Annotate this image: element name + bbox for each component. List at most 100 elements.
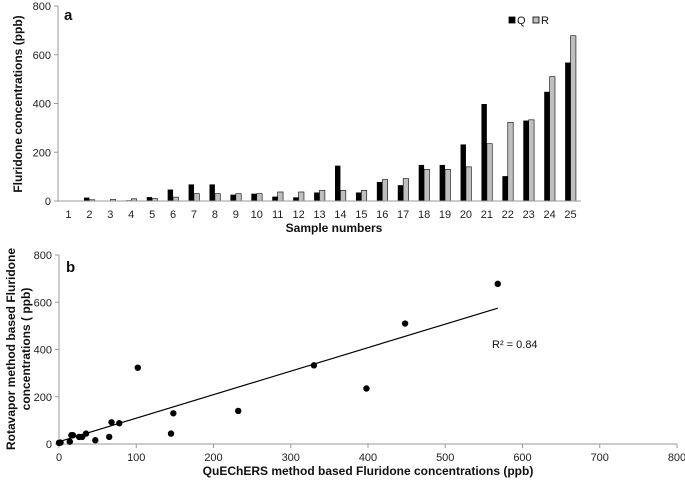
scatter-point <box>108 419 115 426</box>
bar-q-sample-15 <box>355 192 362 201</box>
bar-q-sample-6 <box>167 189 174 201</box>
bar-q-sample-21 <box>481 103 487 201</box>
bar-q-sample-24 <box>544 91 550 201</box>
bar-q-sample-23 <box>523 120 529 201</box>
bar-r-sample-17 <box>402 178 409 202</box>
scatter-point <box>134 364 141 371</box>
panel-b-points <box>55 280 501 447</box>
legend-swatch-q <box>508 16 516 24</box>
bar-r-sample-6 <box>172 196 179 202</box>
bar-r-sample-15 <box>361 189 368 202</box>
bar-r-sample-22 <box>507 121 514 202</box>
panel-b-y-tick-label: 0 <box>46 439 52 451</box>
scatter-point <box>116 420 123 427</box>
legend-label-r: R <box>541 15 549 27</box>
panel-a-x-tick-label: 23 <box>523 209 535 221</box>
bar-q-sample-5 <box>146 197 153 201</box>
panel-b-y-tick-label: 400 <box>34 345 52 357</box>
bar-r-sample-14 <box>340 189 347 202</box>
panel-b-scatter-chart: b 0 200 400 600 800 0 100 200 300 400 500 600 700 80… <box>4 248 685 478</box>
scatter-point <box>167 430 175 437</box>
panel-b-y-tick-label: 800 <box>34 250 52 262</box>
panel-b-x-ticks: 0 100 200 300 400 500 600 700 800 <box>56 444 685 464</box>
panel-b-x-tick-label: 500 <box>436 452 454 464</box>
panel-b-x-tick-label: 400 <box>359 452 377 464</box>
bar-q-sample-12 <box>293 197 299 201</box>
panel-a-x-tick-label: 16 <box>376 209 388 221</box>
panel-b-label: b <box>66 259 75 276</box>
panel-b-x-tick-label: 300 <box>282 452 300 464</box>
scatter-point <box>69 432 77 439</box>
bar-q-sample-10 <box>251 193 257 201</box>
panel-a-x-ticks: 1 2 3 4 5 6 7 8 9 10 11 12 13 14 15 16 17 18 19 20 21 22 23 24 2… <box>65 209 576 221</box>
bar-r-sample-16 <box>381 179 388 202</box>
panel-a-bars <box>83 35 577 202</box>
bar-r-sample-19 <box>444 169 451 202</box>
bar-r-sample-18 <box>423 169 430 202</box>
scatter-point <box>106 433 113 441</box>
bar-r-sample-11 <box>277 191 284 202</box>
panel-b-y-axis-title-line2: concentrations ( ppb) <box>19 288 33 411</box>
bar-r-sample-12 <box>298 191 305 202</box>
panel-a-x-tick-label: 13 <box>313 209 325 221</box>
panel-a-y-axis-title: Fluridone concentrations (ppb) <box>11 15 25 192</box>
panel-b-y-axis-title-line1: Rotavapor method based Fluridone <box>4 248 18 450</box>
panel-a-x-tick-label: 22 <box>502 209 514 221</box>
panel-a-x-tick-label: 8 <box>212 209 218 221</box>
scatter-point <box>66 438 74 445</box>
panel-b-x-tick-label: 600 <box>513 452 531 464</box>
bar-q-sample-7 <box>188 184 194 201</box>
scatter-point <box>57 439 64 446</box>
panel-b-x-tick-label: 0 <box>56 452 62 464</box>
bar-q-sample-25 <box>565 62 571 201</box>
panel-b-x-tick-label: 200 <box>204 452 222 464</box>
panel-a-legend: Q R <box>508 15 549 27</box>
panel-b-y-tick-label: 200 <box>34 392 52 404</box>
scatter-point <box>401 320 409 327</box>
scatter-point <box>92 437 99 444</box>
bar-q-sample-22 <box>502 176 508 201</box>
bar-q-sample-19 <box>439 164 446 201</box>
panel-b-x-tick-label: 700 <box>591 452 609 464</box>
bar-r-sample-24 <box>549 76 556 202</box>
panel-b-y-tick-label: 600 <box>34 297 52 309</box>
panel-a-x-tick-label: 21 <box>481 209 493 221</box>
panel-a-x-tick-label: 2 <box>86 209 92 221</box>
bar-r-sample-21 <box>486 143 493 202</box>
bar-q-sample-18 <box>418 164 425 201</box>
panel-a-y-tick-label: 400 <box>33 99 51 111</box>
panel-b-trendline <box>58 307 498 443</box>
bar-r-sample-25 <box>570 35 577 202</box>
panel-a-x-tick-label: 18 <box>418 209 430 221</box>
legend-swatch-r <box>532 16 540 24</box>
panel-a-x-tick-label: 17 <box>397 209 409 221</box>
panel-a-x-tick-label: 19 <box>439 209 451 221</box>
panel-a-x-tick-label: 14 <box>334 209 346 221</box>
bar-r-sample-9 <box>235 193 242 202</box>
bar-r-sample-20 <box>465 166 472 202</box>
bar-q-sample-14 <box>335 165 341 201</box>
bar-q-sample-13 <box>314 192 320 201</box>
bar-q-sample-9 <box>230 194 236 201</box>
scatter-point <box>363 385 370 392</box>
bar-q-sample-2 <box>83 197 90 201</box>
panel-a-x-tick-label: 25 <box>564 209 576 221</box>
scatter-point <box>82 430 90 437</box>
scatter-point <box>170 410 177 417</box>
panel-a-y-ticks: 0 200 400 600 800 <box>33 1 58 208</box>
bar-q-sample-17 <box>397 185 404 201</box>
panel-b-x-axis-title: QuEChERS method based Fluridone concentr… <box>203 464 534 478</box>
panel-a-x-tick-label: 12 <box>292 209 304 221</box>
panel-a-x-axis-title: Sample numbers <box>286 221 383 235</box>
bar-r-sample-10 <box>256 193 263 202</box>
scatter-point <box>235 407 242 415</box>
panel-a-y-tick-label: 0 <box>45 196 51 208</box>
panel-a-x-tick-label: 11 <box>272 209 283 221</box>
bar-r-sample-7 <box>193 193 200 202</box>
scatter-point <box>310 362 318 369</box>
panel-a-x-tick-label: 9 <box>233 209 239 221</box>
panel-a-y-tick-label: 800 <box>33 1 51 13</box>
